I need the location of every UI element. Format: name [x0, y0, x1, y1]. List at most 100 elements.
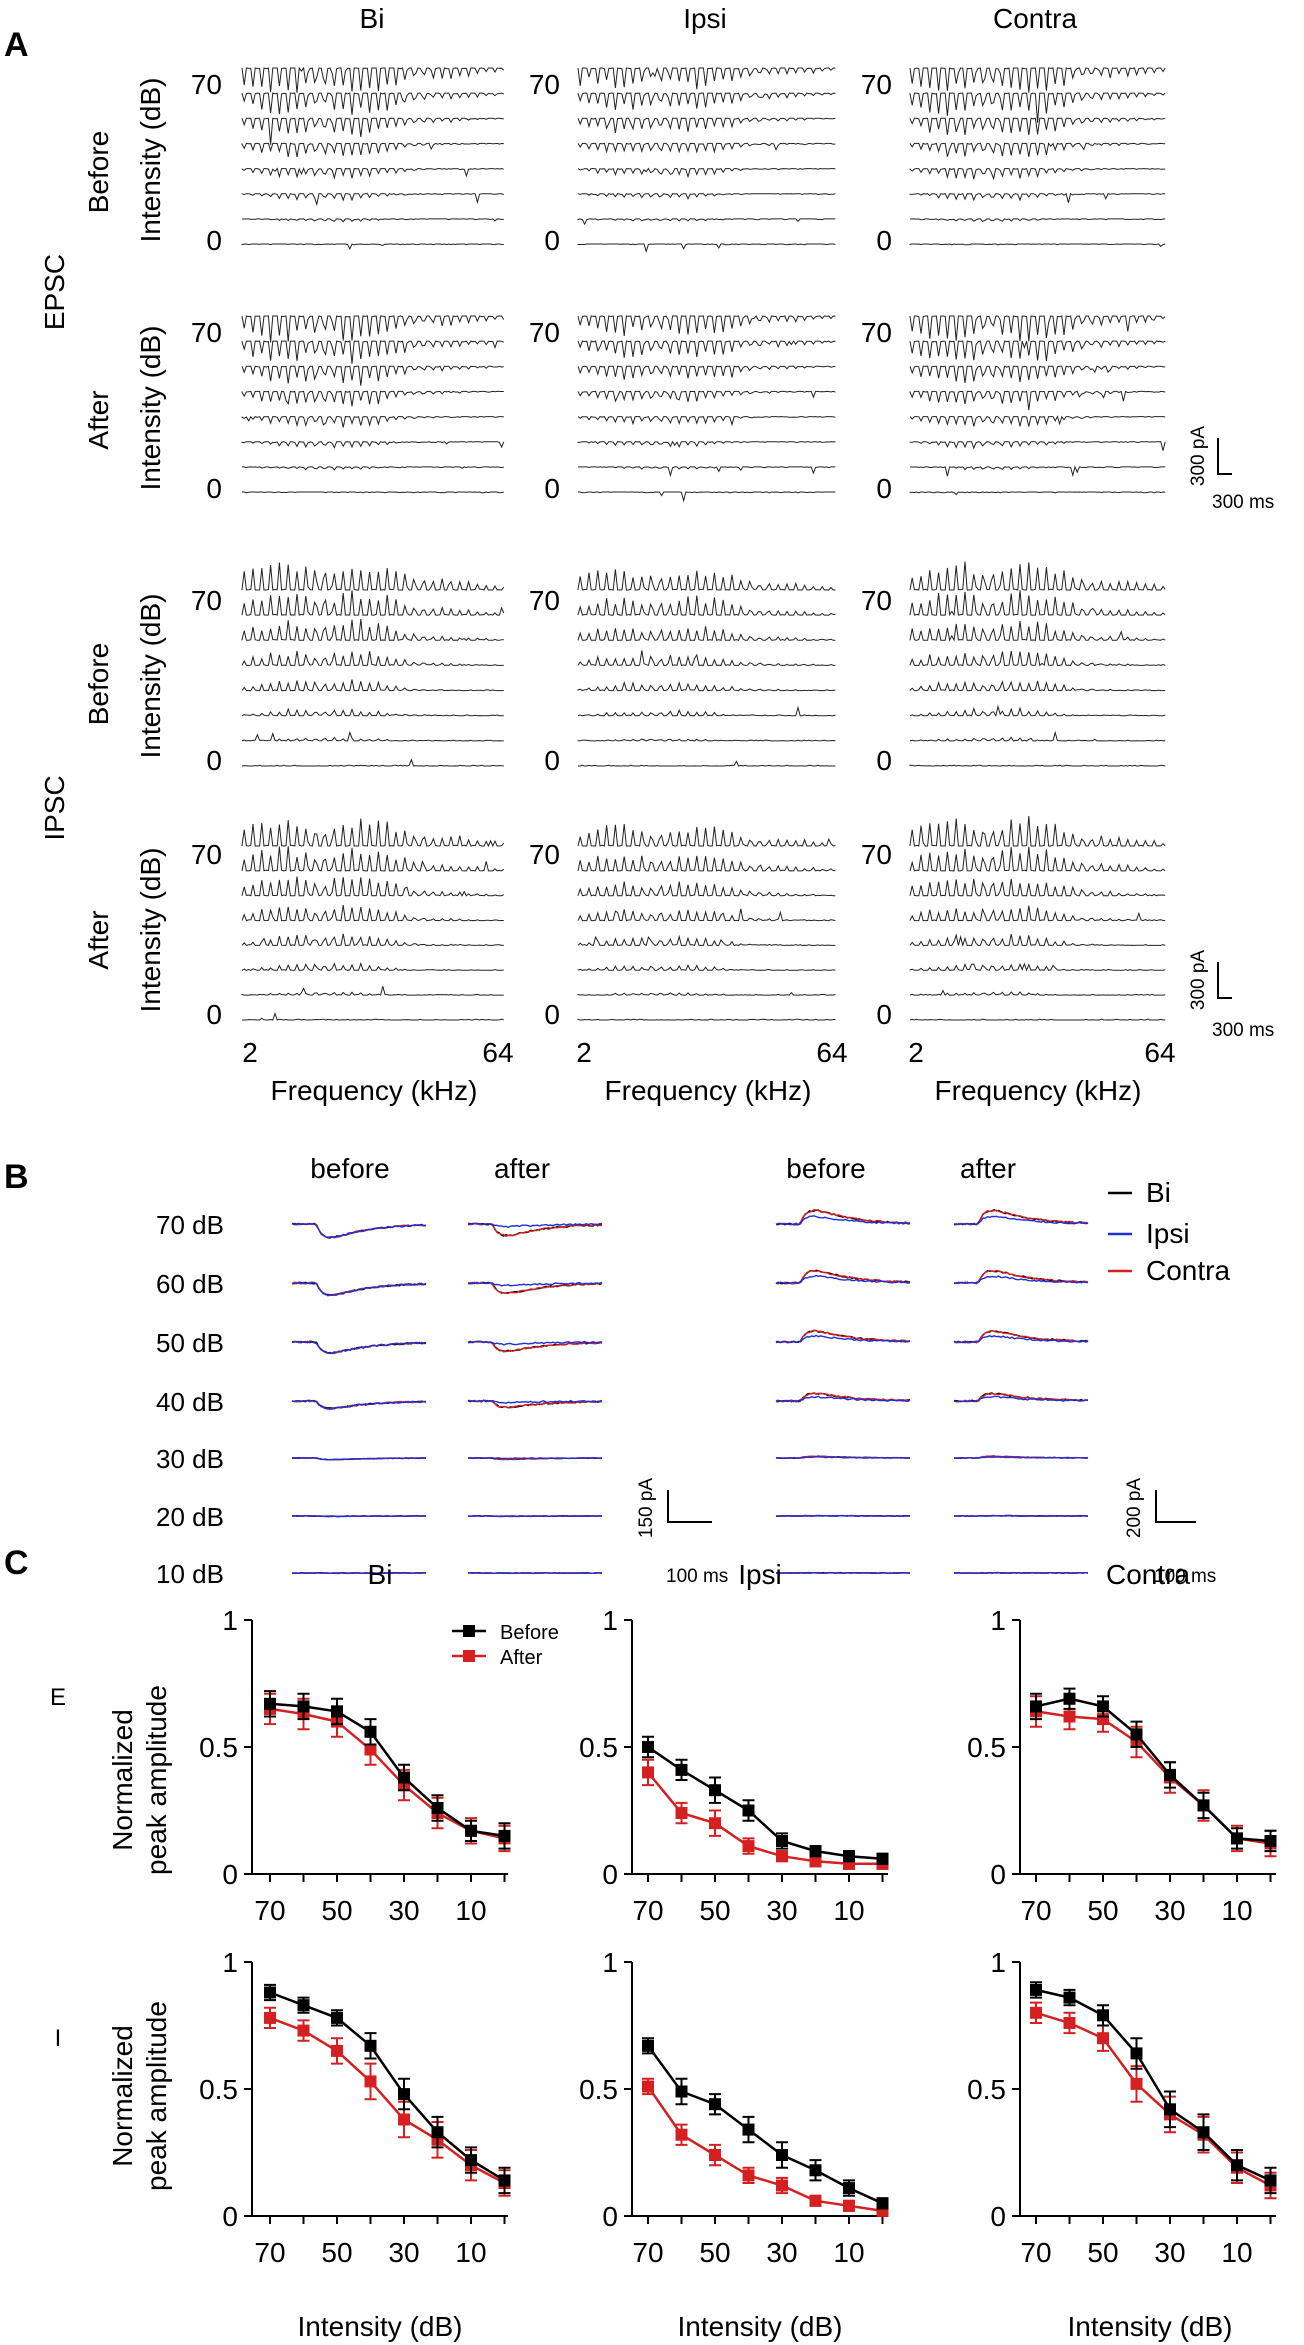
recording-trace [577, 315, 836, 337]
data-point [498, 1829, 511, 1842]
panel-letter-a: A [4, 26, 29, 64]
panel-a-epsc-scale-time: 300 ms [1212, 492, 1274, 513]
y-tick-label: 0.5 [199, 1732, 238, 1763]
y-tick-label: 0 [990, 1859, 1006, 1890]
panel-c-xlabel: Intensity (dB) [678, 2311, 843, 2342]
ipsi-trace [467, 1399, 603, 1405]
data-point [709, 1817, 721, 1830]
ipsi-trace [468, 1281, 603, 1287]
bi-trace [953, 1209, 1089, 1226]
data-point [675, 1807, 688, 1819]
data-point [1063, 1991, 1076, 2004]
recording-trace [577, 934, 836, 947]
recording-trace [577, 908, 836, 922]
data-point [364, 1725, 377, 1738]
trace-stack [909, 561, 1166, 767]
panel-a-xlabel: Frequency (kHz) [271, 1075, 478, 1106]
panel-a-ytick-bottom: 0 [206, 999, 222, 1030]
ipsi-trace [954, 1571, 1089, 1575]
recording-trace [577, 824, 836, 847]
y-tick-label: 1 [990, 1605, 1006, 1636]
recording-trace [241, 243, 504, 251]
panel-a-ylabel-4: Intensity (dB) [135, 848, 166, 1013]
panel-b-intensity-label: 10 dB [156, 1559, 224, 1589]
panel-c-ylabel-e-line2: peak amplitude [141, 1685, 172, 1875]
x-tick-label: 30 [766, 2237, 797, 2268]
panel-c-xlabel: Intensity (dB) [1068, 2311, 1233, 2342]
data-point [331, 1705, 343, 1718]
panel-a-ylabel-2: Intensity (dB) [135, 326, 166, 491]
panel-a-ytick-bottom: 0 [544, 473, 560, 504]
data-point [364, 2039, 377, 2052]
x-tick-label: 70 [254, 2237, 285, 2268]
x-tick-label: 30 [1154, 1895, 1185, 1926]
data-point [398, 2088, 410, 2101]
recording-trace [909, 989, 1166, 996]
recording-trace [241, 933, 504, 947]
y-tick-label: 0.5 [967, 2074, 1006, 2105]
data-point [642, 2039, 654, 2052]
recording-trace [577, 595, 836, 616]
recording-trace [577, 218, 836, 226]
recording-trace [577, 705, 836, 717]
legend-after-label: After [500, 1647, 543, 1669]
panel-c-ylabel-i-line2: peak amplitude [141, 2001, 172, 2191]
y-tick-label: 0 [222, 2201, 238, 2232]
recording-trace [909, 67, 1166, 93]
recording-trace [241, 650, 504, 667]
data-point [1264, 2174, 1277, 2187]
panel-a-row-epsc-before: Before [83, 131, 114, 214]
trace-stack [909, 815, 1166, 1021]
line-chart: 0 0.5 1 70 50 30 10 Ipsi [579, 1559, 889, 1926]
trace-stack [241, 562, 505, 767]
trace-stack [909, 315, 1166, 496]
data-point [297, 1999, 310, 2012]
data-point [297, 1700, 310, 1713]
x-tick-label: 70 [632, 1895, 663, 1926]
recording-trace [577, 881, 836, 897]
recording-trace [909, 962, 1166, 972]
recording-trace [242, 1011, 504, 1021]
data-point [1231, 1832, 1243, 1845]
panel-letter-b: B [4, 1158, 29, 1196]
legend-contra-label: Contra [1146, 1255, 1230, 1286]
before-series [264, 1690, 511, 1850]
recording-trace [909, 491, 1166, 496]
panel-a-ipsc-scale-time: 300 ms [1212, 1020, 1274, 1041]
recording-trace [909, 1018, 1166, 1021]
ipsi-trace [291, 1281, 427, 1296]
legend-before-marker [463, 1625, 475, 1637]
panel-b-epsc-scale-time: 100 ms [666, 1566, 728, 1587]
recording-trace [909, 704, 1166, 718]
ipsi-trace [953, 1514, 1089, 1518]
panel-c-xlabel: Intensity (dB) [298, 2311, 463, 2342]
recording-trace [909, 764, 1166, 767]
data-point [742, 2123, 755, 2136]
data-point [465, 2154, 477, 2167]
recording-trace [577, 964, 836, 971]
ipsi-trace [467, 1340, 603, 1346]
recording-trace [578, 760, 836, 767]
ipsi-trace [775, 1274, 911, 1285]
recording-trace [241, 92, 505, 115]
data-point [675, 1763, 688, 1776]
panel-a-type-ipsc: IPSC [39, 775, 70, 840]
panel-a-xlabel: Frequency (kHz) [605, 1075, 812, 1106]
recording-trace [909, 365, 1166, 383]
panel-a-row-ipsc-before: Before [83, 643, 114, 726]
data-point [675, 2128, 688, 2141]
panel-a-ytick-top: 70 [191, 317, 222, 348]
ipsi-trace [468, 1571, 603, 1575]
data-point [809, 2164, 822, 2177]
y-tick-label: 0.5 [579, 1732, 618, 1763]
line-chart: 0 0.5 1 70 50 30 10 [199, 1947, 511, 2268]
panel-b-intensity-label: 70 dB [156, 1210, 224, 1240]
recording-trace [241, 905, 504, 922]
data-point [364, 2075, 377, 2088]
recording-trace [909, 561, 1166, 591]
y-tick-label: 0.5 [579, 2074, 618, 2105]
ipsi-trace [467, 1222, 603, 1229]
panel-a-ytick-bottom: 0 [876, 999, 892, 1030]
ipsi-trace [775, 1514, 911, 1517]
